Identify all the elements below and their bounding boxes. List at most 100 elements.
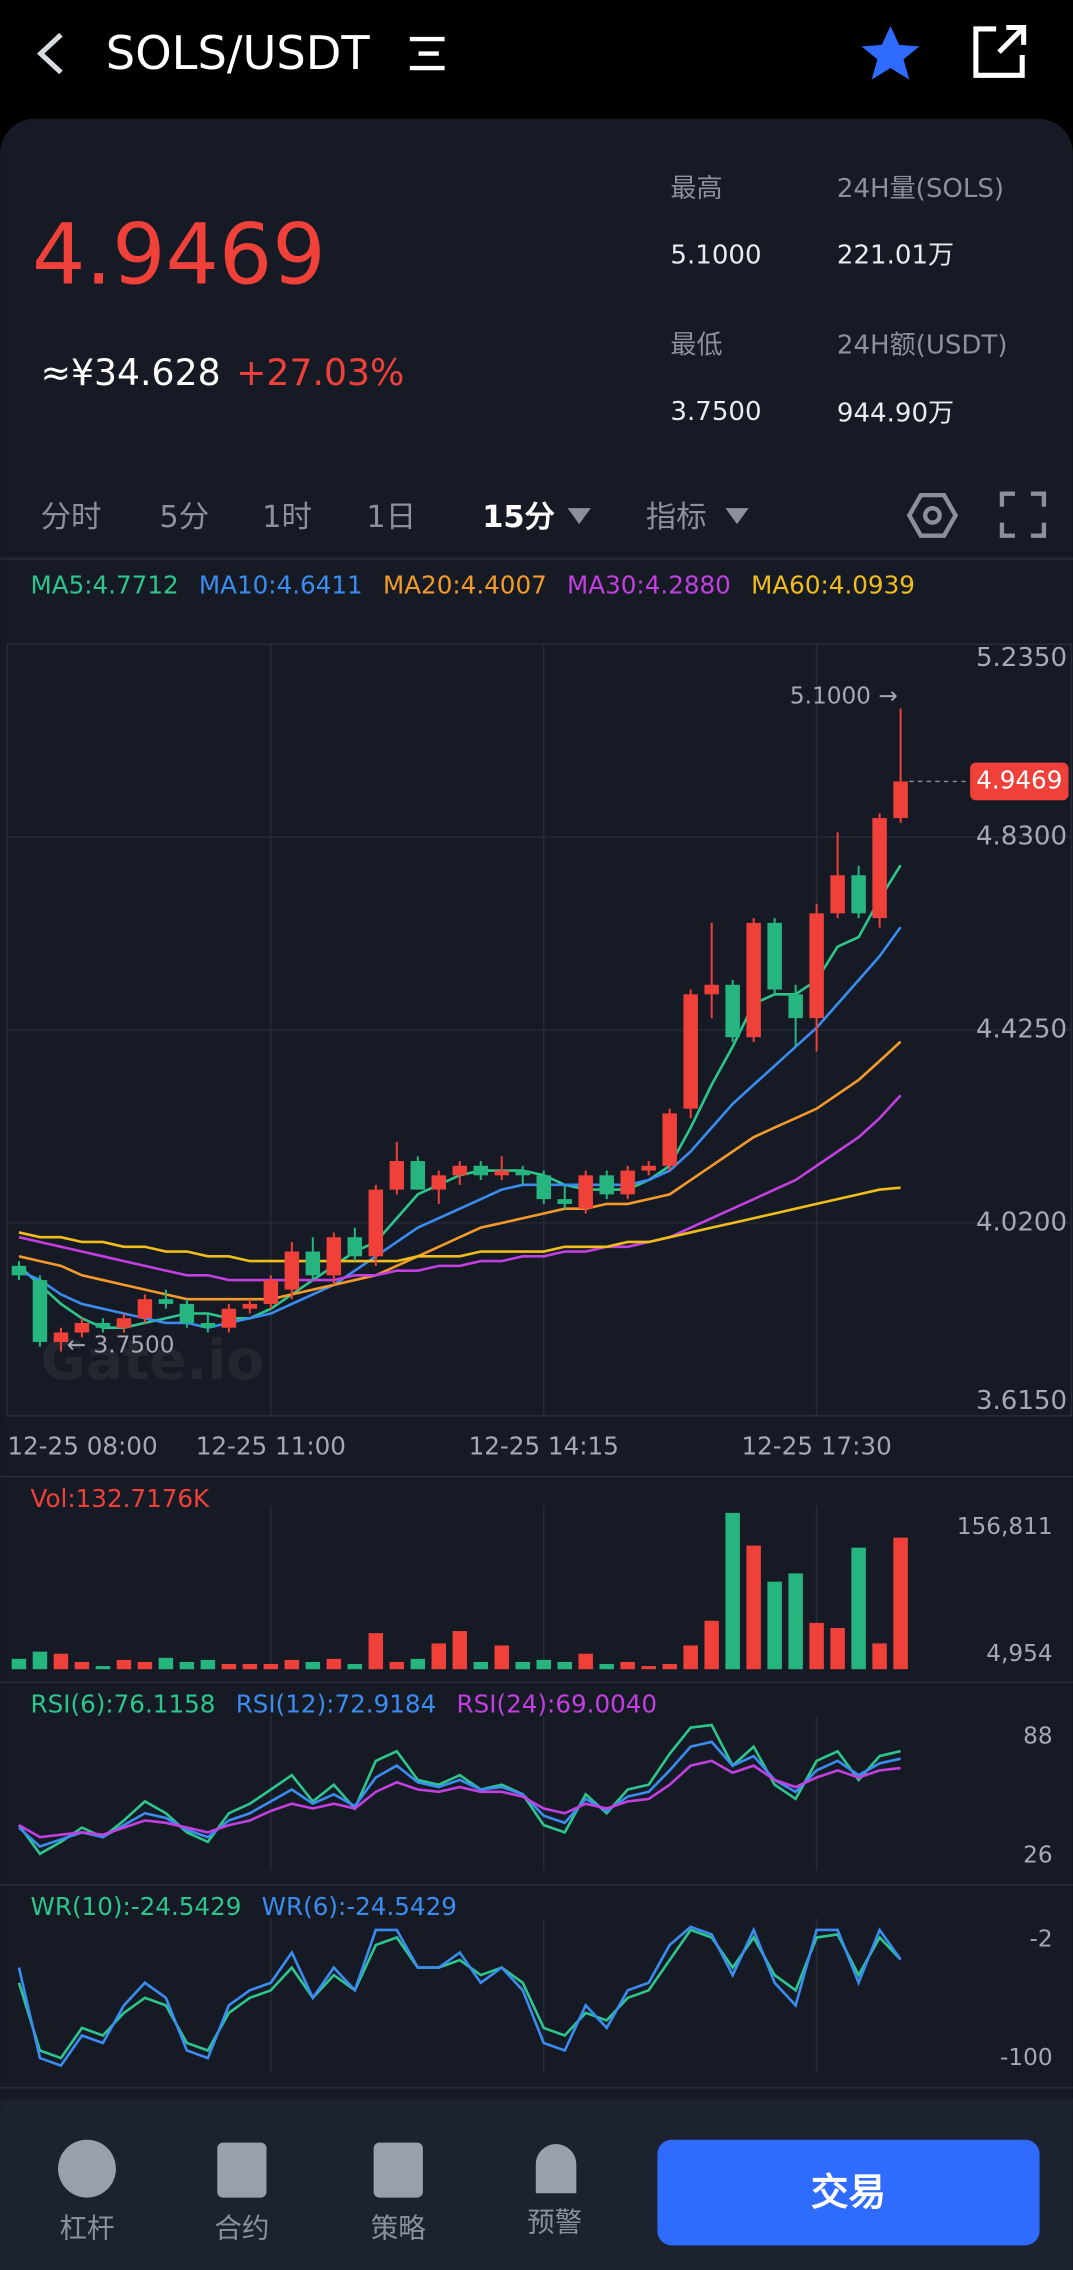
volume-bar xyxy=(431,1643,447,1670)
y-tick-label: 4,954 xyxy=(986,1641,1052,1667)
volume-bar xyxy=(158,1657,174,1670)
nav-label[interactable]: 策略 xyxy=(371,2212,426,2244)
indicator-tab[interactable]: 指标 xyxy=(646,500,707,535)
legend-entry: MA10:4.6411 xyxy=(199,570,363,599)
indicator-line xyxy=(17,1723,901,1856)
stat-label: 最低 xyxy=(670,331,722,361)
volume-bar xyxy=(116,1659,132,1670)
favorite-star[interactable] xyxy=(861,26,920,80)
volume-bar xyxy=(725,1512,740,1670)
nav-label[interactable]: 合约 xyxy=(214,2212,269,2244)
alert-icon[interactable] xyxy=(535,2144,577,2194)
candle-body xyxy=(410,1161,426,1190)
strategy-icon[interactable] xyxy=(373,2142,423,2198)
nav-label[interactable]: 预警 xyxy=(527,2207,582,2239)
candle-body xyxy=(641,1165,656,1171)
high-annotation: 5.1000 → xyxy=(790,683,898,709)
volume-bar xyxy=(32,1651,48,1670)
share-icon[interactable] xyxy=(973,24,1027,78)
stat-value: 5.1000 xyxy=(670,241,761,271)
candle-body xyxy=(347,1237,363,1257)
y-tick-label: 5.2350 xyxy=(976,643,1067,673)
interval-tab[interactable]: 1时 xyxy=(262,500,312,535)
volume-bar xyxy=(683,1645,698,1670)
y-tick-label: 156,811 xyxy=(957,1514,1053,1540)
volume-label: Vol:132.7176K xyxy=(31,1484,211,1513)
volume-bar xyxy=(137,1661,153,1670)
volume-bar xyxy=(221,1664,237,1670)
stat-label: 24H额(USDT) xyxy=(837,331,1008,361)
candle-body xyxy=(578,1175,593,1209)
volume-bar xyxy=(389,1661,405,1670)
candle-body xyxy=(683,994,698,1109)
volume-bar xyxy=(809,1622,824,1670)
legend-entry: RSI(24):69.0040 xyxy=(457,1689,658,1718)
pair-title[interactable]: SOLS/USDT xyxy=(106,26,371,80)
volume-bar xyxy=(200,1659,216,1670)
indicator-line xyxy=(18,926,902,1330)
candle-body xyxy=(662,1113,677,1166)
interval-tab[interactable]: 1日 xyxy=(366,500,416,535)
candle-body xyxy=(284,1251,300,1290)
y-tick-label: 3.6150 xyxy=(976,1386,1067,1416)
candle-body xyxy=(95,1322,111,1328)
last-price: 4.9469 xyxy=(32,206,326,304)
y-tick-label: 4.0200 xyxy=(976,1207,1067,1237)
leverage-icon[interactable] xyxy=(58,2139,116,2198)
interval-tab-active[interactable]: 15分 xyxy=(482,500,555,535)
candle-body xyxy=(893,781,908,819)
back-button[interactable] xyxy=(36,32,63,75)
x-tick-label: 12-25 17:30 xyxy=(741,1432,891,1461)
volume-bar xyxy=(11,1658,27,1670)
candle-body xyxy=(599,1175,614,1195)
candle-body xyxy=(788,994,803,1019)
last-price-tag-label: 4.9469 xyxy=(976,765,1062,794)
stat-value: 944.90万 xyxy=(837,399,954,429)
trade-button[interactable] xyxy=(657,2139,1040,2246)
pair-menu-icon[interactable] xyxy=(409,36,445,71)
volume-bar xyxy=(305,1661,321,1670)
volume-bar xyxy=(410,1658,426,1670)
candle-body xyxy=(242,1303,258,1309)
stat-value: 221.01万 xyxy=(837,241,954,271)
candle-body xyxy=(53,1332,69,1343)
candle-body xyxy=(431,1175,447,1190)
trade-button-label[interactable]: 交易 xyxy=(811,2170,886,2214)
candle-body xyxy=(872,818,887,919)
volume-bar xyxy=(662,1664,677,1670)
cny-price: ≈¥34.628 xyxy=(41,351,221,394)
interval-tab[interactable]: 5分 xyxy=(159,500,209,535)
x-tick-label: 12-25 11:00 xyxy=(196,1432,346,1461)
legend-entry: RSI(6):76.1158 xyxy=(31,1689,216,1718)
volume-bar xyxy=(515,1661,530,1670)
volume-bar xyxy=(620,1661,635,1670)
candle-body xyxy=(326,1237,342,1276)
volume-bar xyxy=(641,1666,656,1670)
volume-bar xyxy=(599,1664,614,1670)
volume-bar xyxy=(767,1581,782,1670)
candle-body xyxy=(452,1165,468,1176)
contract-icon[interactable] xyxy=(217,2142,267,2198)
legend-entry: RSI(12):72.9184 xyxy=(236,1689,437,1718)
fullscreen-icon[interactable] xyxy=(999,491,1047,538)
stat-label: 24H量(SOLS) xyxy=(837,174,1004,204)
candle-body xyxy=(725,984,740,1038)
indicator-line xyxy=(17,1925,902,2068)
candle-body xyxy=(473,1165,489,1176)
candle-body xyxy=(515,1170,530,1176)
y-tick-label: 4.8300 xyxy=(976,822,1067,852)
watermark: Gate.io xyxy=(41,1328,264,1392)
candle-body xyxy=(851,875,866,914)
volume-bar xyxy=(704,1620,719,1670)
indicator-line xyxy=(18,1186,901,1263)
volume-bar xyxy=(263,1664,279,1670)
nav-label[interactable]: 杠杆 xyxy=(59,2212,114,2244)
interval-tab[interactable]: 分时 xyxy=(41,500,102,535)
candle-body xyxy=(557,1199,572,1204)
settings-icon[interactable] xyxy=(906,492,959,538)
indicator-line xyxy=(17,1928,902,2060)
charts: Gate.io 5.2350 4.8300 4.4250 4.0200 3.6150 12-… xyxy=(7,570,1072,2074)
low-annotation: ← 3.7500 xyxy=(67,1332,175,1358)
volume-bar xyxy=(830,1627,845,1670)
x-tick-label: 12-25 08:00 xyxy=(7,1432,157,1461)
